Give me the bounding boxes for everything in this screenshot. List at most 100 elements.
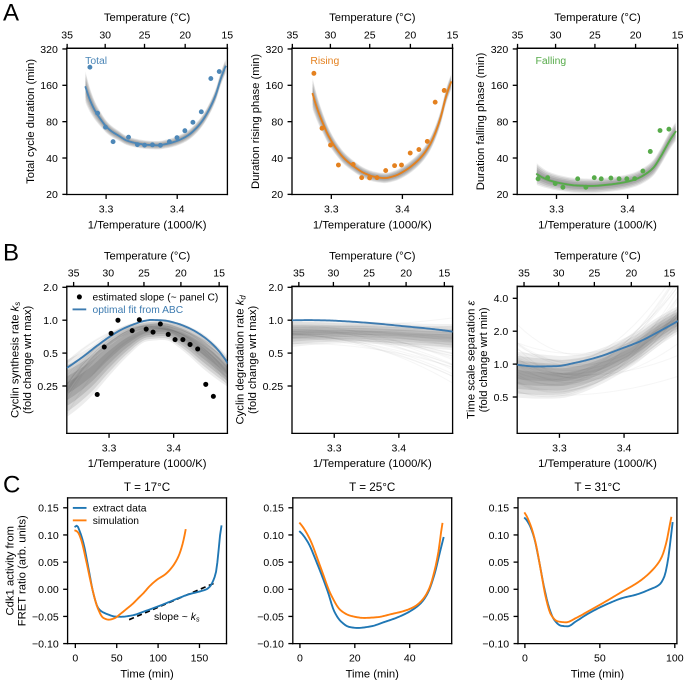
- svg-text:1.0: 1.0: [43, 315, 58, 327]
- svg-text:35: 35: [286, 29, 298, 41]
- svg-text:15: 15: [664, 267, 676, 279]
- svg-text:0.15: 0.15: [38, 503, 59, 515]
- svg-text:simulation: simulation: [93, 516, 140, 527]
- svg-text:−0.10: −0.10: [32, 638, 59, 650]
- svg-text:40: 40: [46, 153, 58, 165]
- svg-text:15: 15: [438, 267, 450, 279]
- svg-text:35: 35: [512, 29, 524, 41]
- svg-text:25: 25: [363, 267, 375, 279]
- svg-text:1.0: 1.0: [268, 315, 283, 327]
- svg-text:FRET ratio (arb. units): FRET ratio (arb. units): [17, 515, 29, 626]
- svg-text:Duration falling phase (min): Duration falling phase (min): [475, 52, 487, 190]
- svg-text:0.15: 0.15: [263, 503, 284, 515]
- svg-text:20: 20: [271, 189, 283, 201]
- svg-text:3.3: 3.3: [549, 203, 564, 215]
- svg-text:0.00: 0.00: [263, 584, 284, 596]
- svg-text:3.4: 3.4: [617, 442, 632, 454]
- svg-text:T = 25°C: T = 25°C: [349, 481, 395, 494]
- svg-text:0: 0: [72, 653, 78, 665]
- svg-text:30: 30: [550, 29, 562, 41]
- svg-text:50: 50: [594, 653, 606, 665]
- svg-text:−0.05: −0.05: [32, 611, 59, 623]
- svg-text:s l o p: s l o p e ~ k s: [154, 600, 202, 625]
- svg-text:1/Temperature (1000/K): 1/Temperature (1000/K): [88, 219, 207, 231]
- svg-text:3.4: 3.4: [170, 203, 185, 215]
- svg-text:Temperature (°C): Temperature (°C): [554, 12, 641, 24]
- svg-text:1.0: 1.0: [494, 359, 509, 371]
- svg-text:C: C: [3, 471, 20, 498]
- svg-text:B: B: [3, 239, 19, 266]
- svg-text:20: 20: [497, 189, 509, 201]
- svg-text:2.0: 2.0: [43, 282, 58, 294]
- svg-text:25: 25: [138, 267, 150, 279]
- svg-text:Cdk1 activity from: Cdk1 activity from: [4, 526, 16, 615]
- svg-text:3.3: 3.3: [324, 203, 339, 215]
- svg-text:150: 150: [191, 653, 209, 665]
- svg-text:100: 100: [149, 653, 167, 665]
- svg-text:0.15: 0.15: [489, 503, 510, 515]
- svg-text:40: 40: [497, 153, 509, 165]
- svg-text:Temperature (°C): Temperature (°C): [329, 12, 416, 24]
- svg-text:25: 25: [139, 29, 151, 41]
- svg-text:3.4: 3.4: [395, 203, 410, 215]
- svg-text:20: 20: [179, 29, 191, 41]
- svg-text:0.05: 0.05: [38, 557, 59, 569]
- svg-text:40: 40: [271, 153, 283, 165]
- svg-text:3.3: 3.3: [327, 442, 342, 454]
- svg-text:20: 20: [46, 189, 58, 201]
- svg-text:estimated slope (~ panel C): estimated slope (~ panel C): [92, 293, 218, 304]
- svg-text:320: 320: [266, 44, 284, 56]
- svg-text:0.10: 0.10: [489, 530, 510, 542]
- svg-text:0.10: 0.10: [263, 530, 284, 542]
- svg-text:0.5: 0.5: [494, 392, 509, 404]
- svg-text:30: 30: [553, 267, 565, 279]
- svg-text:0.10: 0.10: [38, 530, 59, 542]
- svg-text:20: 20: [400, 267, 412, 279]
- svg-text:0.25: 0.25: [37, 381, 58, 393]
- svg-text:Time (min): Time (min): [571, 668, 625, 680]
- svg-text:0.5: 0.5: [268, 348, 283, 360]
- svg-text:30: 30: [325, 29, 337, 41]
- svg-text:1/Temperature (1000/K): 1/Temperature (1000/K): [88, 458, 207, 470]
- svg-text:1/Temperature (1000/K): 1/Temperature (1000/K): [313, 458, 432, 470]
- svg-text:0.00: 0.00: [38, 584, 59, 596]
- svg-text:4.0: 4.0: [494, 293, 509, 305]
- svg-text:0.05: 0.05: [489, 557, 510, 569]
- svg-text:C y c l: C y c l i n d e g r a d a t i o n r a t …: [224, 293, 249, 424]
- svg-text:2.0: 2.0: [494, 326, 509, 338]
- svg-text:80: 80: [497, 116, 509, 128]
- svg-text:Rising: Rising: [310, 56, 339, 67]
- svg-text:(fold change wrt max): (fold change wrt max): [247, 306, 259, 414]
- svg-text:0.25: 0.25: [263, 381, 284, 393]
- svg-text:Total cycle duration (min): Total cycle duration (min): [25, 59, 37, 184]
- svg-text:35: 35: [293, 267, 305, 279]
- svg-text:320: 320: [491, 44, 509, 56]
- svg-text:0.00: 0.00: [489, 584, 510, 596]
- svg-text:−0.05: −0.05: [257, 611, 284, 623]
- svg-text:A: A: [3, 0, 19, 26]
- svg-text:30: 30: [328, 267, 340, 279]
- svg-text:−0.05: −0.05: [482, 611, 509, 623]
- svg-text:20: 20: [349, 653, 361, 665]
- svg-text:0: 0: [522, 653, 528, 665]
- svg-text:30: 30: [102, 267, 114, 279]
- svg-text:Temperature (°C): Temperature (°C): [104, 12, 191, 24]
- svg-text:Duration rising phase (min): Duration rising phase (min): [250, 54, 262, 189]
- svg-text:25: 25: [589, 29, 601, 41]
- svg-text:Temperature (°C): Temperature (°C): [104, 250, 191, 262]
- svg-text:1/Temperature (1000/K): 1/Temperature (1000/K): [313, 219, 432, 231]
- svg-text:Falling: Falling: [536, 56, 567, 67]
- svg-text:0.5: 0.5: [43, 348, 58, 360]
- svg-text:80: 80: [271, 116, 283, 128]
- svg-text:0.05: 0.05: [263, 557, 284, 569]
- svg-text:3.4: 3.4: [166, 442, 181, 454]
- svg-text:Temperature (°C): Temperature (°C): [554, 250, 641, 262]
- svg-text:3.3: 3.3: [102, 442, 117, 454]
- svg-text:15: 15: [213, 267, 225, 279]
- svg-text:(fold change wrt min): (fold change wrt min): [478, 307, 490, 412]
- svg-text:20: 20: [175, 267, 187, 279]
- svg-text:20: 20: [625, 267, 637, 279]
- svg-text:1/Temperature (1000/K): 1/Temperature (1000/K): [538, 219, 657, 231]
- svg-text:40: 40: [404, 653, 416, 665]
- svg-text:Temperature (°C): Temperature (°C): [329, 250, 416, 262]
